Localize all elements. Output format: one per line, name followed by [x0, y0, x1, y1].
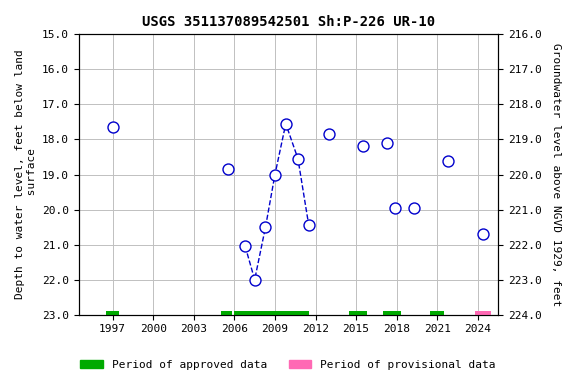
Point [444, 157, 453, 164]
Point [108, 124, 118, 130]
Bar [349, 311, 367, 316]
Point [304, 222, 313, 228]
Point [281, 121, 290, 127]
Y-axis label: Groundwater level above NGVD 1929, feet: Groundwater level above NGVD 1929, feet [551, 43, 561, 306]
Point [223, 166, 232, 172]
Bar [383, 311, 401, 316]
Legend: Period of approved data, Period of provisional data: Period of approved data, Period of provi… [76, 356, 500, 375]
Point [479, 231, 488, 237]
Point [250, 276, 259, 283]
Point [382, 140, 392, 146]
Point [324, 131, 334, 137]
Point [293, 156, 302, 162]
Bar [475, 311, 491, 316]
Point [358, 143, 367, 149]
Bar [221, 311, 232, 316]
Point [391, 205, 400, 211]
Bar [106, 311, 119, 316]
Point [270, 171, 279, 177]
Bar [430, 311, 444, 316]
Y-axis label: Depth to water level, feet below land
 surface: Depth to water level, feet below land su… [15, 50, 37, 300]
Point [241, 243, 250, 250]
Point [261, 224, 270, 230]
Title: USGS 351137089542501 Sh:P-226 UR-10: USGS 351137089542501 Sh:P-226 UR-10 [142, 15, 435, 29]
Point [410, 205, 419, 211]
Bar [234, 311, 309, 316]
